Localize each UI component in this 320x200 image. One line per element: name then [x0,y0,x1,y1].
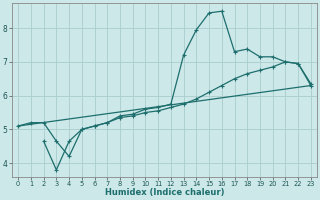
X-axis label: Humidex (Indice chaleur): Humidex (Indice chaleur) [105,188,224,197]
